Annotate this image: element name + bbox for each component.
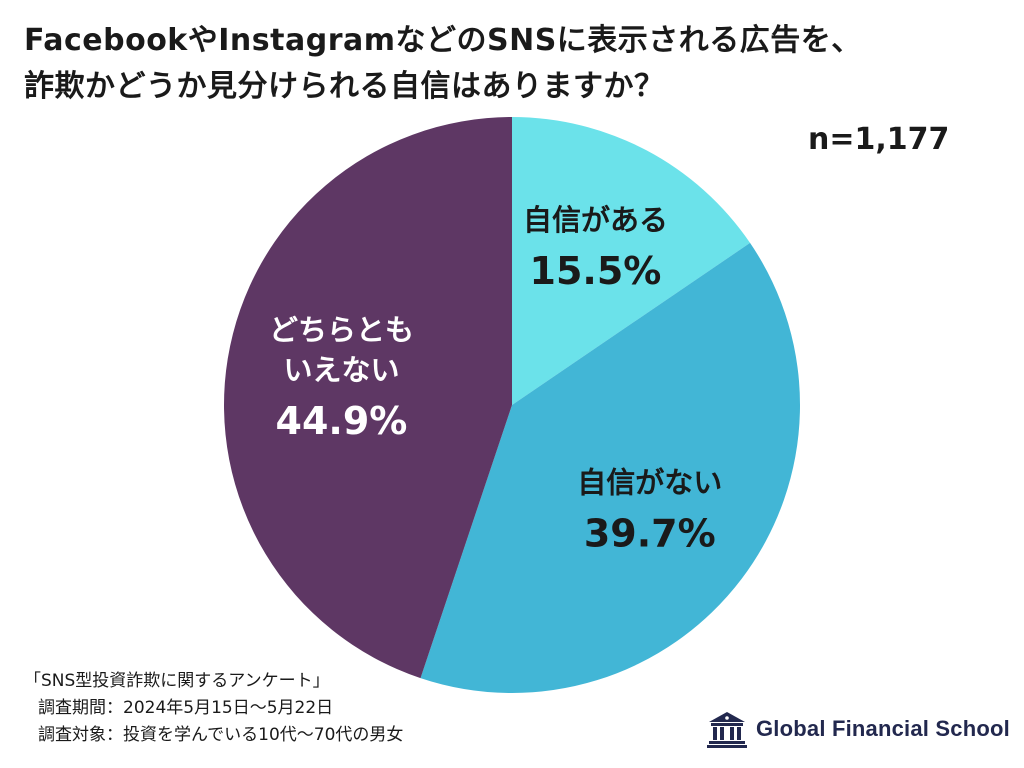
title-line-2: 詐欺かどうか見分けられる自信はありますか？ [24,69,665,104]
slice-label-3-line-2: いえない [283,353,399,387]
logo-text: Global Financial School [756,716,1010,741]
pie-slice-2 [420,242,801,694]
survey-target: 調査対象：投資を学んでいる10代～70代の男女 [38,725,404,745]
slice-label-3-line-1: どちらとも [269,313,414,347]
brand-logo: Global Financial School [706,710,1010,748]
title-line-1: FacebookやInstagramなどのSNSに表示される広告を、 [24,23,862,58]
slice-value-3: 44.9% [276,399,408,443]
pie-slice-1 [512,117,751,405]
school-building-icon [707,712,747,748]
pie-slice-3 [223,117,512,679]
slice-label-1-line-1: 自信がある [523,203,668,237]
chart-title: FacebookやInstagramなどのSNSに表示される広告を、 詐欺かどう… [24,18,862,110]
slice-value-1: 15.5% [530,249,662,293]
sample-size: n=1,177 [808,122,950,157]
slice-label-2-line-1: 自信がない [577,465,722,499]
slice-value-2: 39.7% [584,511,716,555]
survey-notes: 「SNS型投資詐欺に関するアンケート」 調査期間：2024年5月15日～5月22… [24,668,403,749]
survey-name: 「SNS型投資詐欺に関するアンケート」 [24,671,330,691]
survey-period: 調査期間：2024年5月15日～5月22日 [38,698,334,718]
